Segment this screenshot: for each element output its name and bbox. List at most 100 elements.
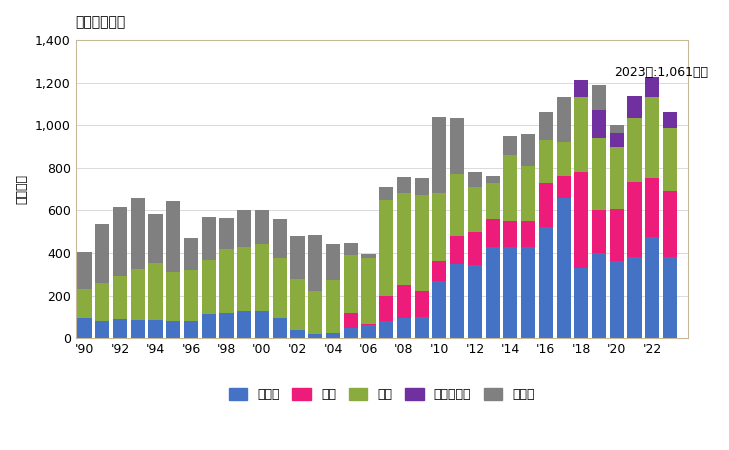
Bar: [432, 117, 446, 194]
Bar: [486, 183, 499, 219]
Bar: [77, 252, 92, 289]
Bar: [113, 207, 127, 276]
Bar: [521, 221, 535, 247]
Bar: [202, 314, 216, 338]
Bar: [574, 81, 588, 97]
Bar: [486, 219, 499, 247]
Bar: [149, 214, 163, 262]
Bar: [663, 191, 677, 257]
Bar: [343, 255, 358, 313]
Bar: [184, 321, 198, 338]
Bar: [290, 330, 305, 338]
Text: 輸入量の推移: 輸入量の推移: [76, 15, 126, 29]
Bar: [219, 313, 233, 338]
Bar: [663, 257, 677, 338]
Bar: [184, 238, 198, 270]
Bar: [255, 310, 269, 338]
Bar: [450, 236, 464, 264]
Bar: [663, 128, 677, 191]
Legend: ドイツ, 中国, 米国, マレーシア, その他: ドイツ, 中国, 米国, マレーシア, その他: [224, 383, 540, 406]
Bar: [166, 201, 180, 272]
Bar: [184, 270, 198, 321]
Bar: [556, 176, 571, 198]
Bar: [574, 97, 588, 172]
Bar: [574, 268, 588, 338]
Bar: [343, 243, 358, 255]
Bar: [609, 261, 624, 338]
Bar: [219, 218, 233, 249]
Bar: [326, 279, 340, 333]
Bar: [379, 200, 393, 296]
Bar: [415, 195, 429, 291]
Bar: [592, 110, 607, 138]
Bar: [574, 172, 588, 268]
Bar: [539, 140, 553, 183]
Bar: [362, 258, 375, 324]
Bar: [397, 318, 411, 338]
Bar: [432, 281, 446, 338]
Bar: [273, 318, 286, 338]
Bar: [397, 285, 411, 318]
Bar: [486, 176, 499, 183]
Bar: [609, 148, 624, 209]
Bar: [397, 194, 411, 285]
Bar: [503, 155, 518, 221]
Bar: [95, 224, 109, 283]
Text: 2023年:1,061トン: 2023年:1,061トン: [615, 66, 709, 79]
Bar: [397, 177, 411, 194]
Bar: [645, 178, 660, 237]
Bar: [255, 210, 269, 244]
Bar: [379, 296, 393, 321]
Bar: [362, 324, 375, 325]
Bar: [503, 136, 518, 155]
Bar: [539, 227, 553, 338]
Bar: [415, 178, 429, 195]
Bar: [219, 249, 233, 313]
Bar: [95, 283, 109, 321]
Bar: [166, 272, 180, 321]
Bar: [556, 142, 571, 176]
Bar: [450, 117, 464, 174]
Bar: [415, 291, 429, 317]
Bar: [113, 319, 127, 338]
Bar: [592, 210, 607, 253]
Bar: [663, 112, 677, 128]
Bar: [468, 172, 482, 187]
Bar: [450, 174, 464, 236]
Bar: [113, 276, 127, 319]
Bar: [486, 247, 499, 338]
Bar: [149, 320, 163, 338]
Bar: [237, 310, 252, 338]
Bar: [609, 133, 624, 148]
Bar: [326, 333, 340, 338]
Bar: [343, 328, 358, 338]
Bar: [539, 112, 553, 140]
Bar: [166, 321, 180, 338]
Bar: [379, 321, 393, 338]
Bar: [77, 289, 92, 318]
Bar: [521, 166, 535, 221]
Bar: [308, 334, 322, 338]
Bar: [468, 187, 482, 232]
Bar: [468, 265, 482, 338]
Bar: [237, 247, 252, 310]
Bar: [628, 117, 642, 182]
Bar: [95, 321, 109, 338]
Bar: [255, 244, 269, 310]
Bar: [628, 96, 642, 117]
Bar: [521, 247, 535, 338]
Bar: [362, 325, 375, 338]
Bar: [343, 313, 358, 328]
Bar: [468, 232, 482, 265]
Bar: [503, 221, 518, 247]
Bar: [592, 253, 607, 338]
Bar: [450, 264, 464, 338]
Bar: [202, 217, 216, 261]
Bar: [149, 262, 163, 320]
Bar: [308, 291, 322, 334]
Bar: [628, 182, 642, 257]
Bar: [539, 183, 553, 227]
Bar: [237, 210, 252, 247]
Bar: [432, 261, 446, 281]
Bar: [645, 97, 660, 178]
